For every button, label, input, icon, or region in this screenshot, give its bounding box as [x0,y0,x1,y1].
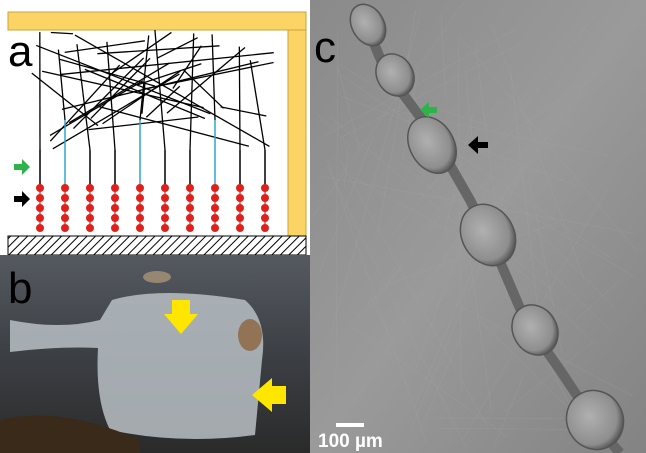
bead [211,184,219,192]
bead [61,204,69,212]
panel-label: a [8,27,33,76]
panel-b: b [0,255,310,453]
bead [61,214,69,222]
bead [136,194,144,202]
bead [111,204,119,212]
bead [236,194,244,202]
bead [261,204,269,212]
bead [61,194,69,202]
bead [261,214,269,222]
bead [161,214,169,222]
bead [236,224,244,232]
bead [61,224,69,232]
bead [161,194,169,202]
bead [211,204,219,212]
substrate [8,236,306,255]
bead [161,224,169,232]
bead [211,194,219,202]
debris [143,271,171,283]
bead [111,214,119,222]
bead [261,224,269,232]
bead [261,194,269,202]
bead [111,194,119,202]
bead [211,224,219,232]
bead [236,204,244,212]
bead [136,224,144,232]
bead [186,204,194,212]
bead [186,184,194,192]
bead [211,214,219,222]
bead [161,204,169,212]
bead [261,184,269,192]
panel-label: c [314,23,336,72]
stain [238,319,262,351]
panel-label: b [8,264,32,313]
bead [86,224,94,232]
bead [36,204,44,212]
network-strand [239,47,240,150]
bead [236,214,244,222]
top-plate [8,12,306,30]
bead [136,184,144,192]
bead [36,194,44,202]
bead [36,214,44,222]
bead [186,214,194,222]
bead [36,184,44,192]
bead [86,204,94,212]
bead [111,224,119,232]
bead [86,184,94,192]
scale-bar [336,423,364,427]
bead [61,184,69,192]
bead [136,204,144,212]
bead [136,214,144,222]
bead [161,184,169,192]
panel-a: a [0,0,310,255]
bead [36,224,44,232]
bead [86,214,94,222]
bead [86,194,94,202]
side-wall [288,30,306,236]
bead [111,184,119,192]
bead [186,194,194,202]
scale-bar-label: 100 µm [318,431,383,452]
bead [186,224,194,232]
figure: a b 100 µm c [0,0,646,453]
bead [236,184,244,192]
panel-c: 100 µm c [310,0,646,453]
